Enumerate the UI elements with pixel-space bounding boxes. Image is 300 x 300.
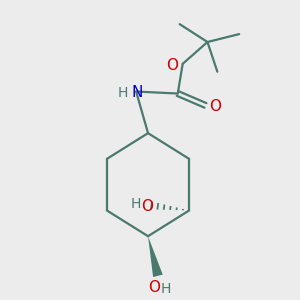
- Text: N: N: [131, 85, 143, 100]
- Text: H: H: [130, 197, 141, 212]
- Text: O: O: [148, 280, 160, 295]
- Text: O: O: [166, 58, 178, 73]
- Text: H: H: [161, 282, 171, 296]
- Polygon shape: [148, 236, 163, 277]
- Text: H: H: [118, 85, 128, 100]
- Text: O: O: [142, 199, 154, 214]
- Text: O: O: [209, 99, 221, 114]
